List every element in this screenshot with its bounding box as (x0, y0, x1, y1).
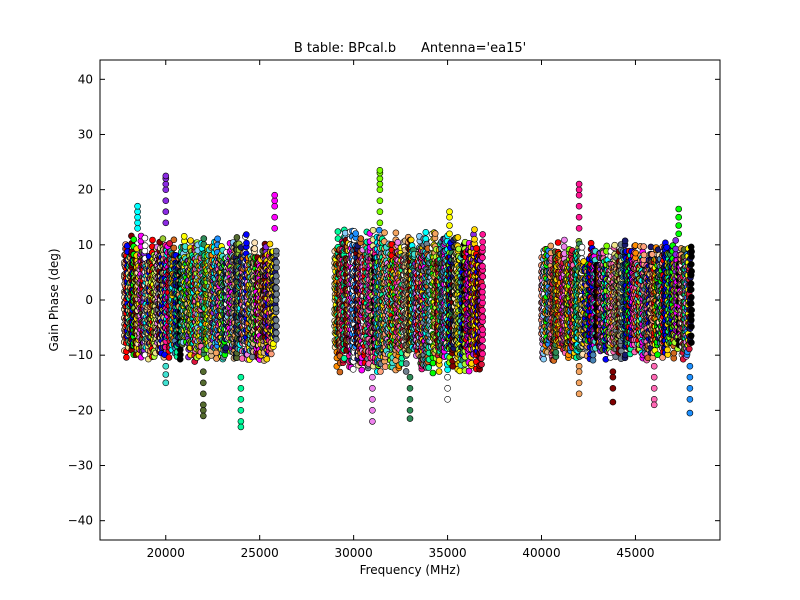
data-point (540, 355, 547, 363)
data-point (429, 369, 437, 377)
data-point (266, 240, 274, 248)
data-point (273, 290, 280, 298)
data-point (381, 363, 389, 371)
data-point (263, 355, 271, 363)
data-point (200, 235, 208, 242)
data-point (422, 229, 430, 236)
data-point (251, 245, 258, 252)
data-point (422, 235, 430, 243)
data-point (402, 360, 410, 367)
data-point (357, 235, 365, 242)
data-point (180, 233, 188, 240)
data-point (465, 367, 473, 375)
data-point (479, 238, 487, 246)
data-point (272, 305, 280, 312)
data-point (141, 234, 149, 242)
data-point (272, 329, 280, 337)
data-point (272, 284, 280, 292)
data-point (170, 236, 178, 244)
data-point (473, 245, 480, 252)
data-point (334, 228, 342, 235)
data-points (120, 167, 695, 431)
data-point (358, 366, 366, 374)
data-point (272, 335, 280, 343)
data-point (479, 336, 486, 344)
data-point (233, 234, 241, 241)
data-point (479, 283, 487, 290)
data-point (394, 239, 402, 246)
data-point (479, 288, 486, 296)
data-point (479, 262, 486, 270)
data-point (273, 264, 280, 272)
data-point (273, 258, 280, 266)
data-point (471, 226, 478, 233)
data-point (478, 361, 485, 368)
data-point (243, 239, 250, 247)
data-point (402, 368, 410, 375)
data-point (336, 368, 344, 376)
data-point (123, 354, 130, 361)
data-point (272, 316, 280, 324)
data-point (352, 230, 360, 237)
data-point (130, 236, 138, 243)
data-point (267, 350, 275, 358)
data-point (159, 235, 167, 242)
data-point (272, 296, 280, 304)
data-point (425, 364, 433, 371)
data-point (454, 234, 462, 241)
data-point (479, 231, 487, 238)
data-point (479, 343, 487, 351)
data-point (214, 235, 221, 243)
data-point (170, 244, 178, 252)
data-point (407, 236, 415, 244)
data-point (273, 322, 280, 330)
data-point (455, 245, 463, 253)
data-point (479, 326, 486, 333)
data-point (479, 299, 486, 307)
data-point (251, 239, 258, 246)
data-point (479, 254, 486, 261)
data-point (479, 244, 486, 251)
data-point (479, 313, 487, 321)
data-point (381, 229, 388, 236)
chart-title: B table: BPcal.b Antenna='ea15' (294, 41, 526, 56)
data-point (212, 349, 220, 357)
data-point (435, 368, 443, 375)
data-point (141, 242, 149, 249)
data-point (392, 229, 400, 237)
data-point (479, 273, 487, 280)
data-point (243, 231, 250, 238)
data-point (479, 350, 486, 358)
data-point (349, 365, 357, 373)
data-point (431, 230, 439, 237)
data-point (165, 354, 173, 361)
data-point (149, 236, 156, 244)
data-point (369, 227, 377, 234)
data-point (272, 247, 280, 255)
data-point (444, 366, 451, 374)
data-point (377, 368, 384, 375)
data-point (479, 306, 486, 314)
data-point (272, 272, 280, 280)
data-point (471, 235, 478, 243)
